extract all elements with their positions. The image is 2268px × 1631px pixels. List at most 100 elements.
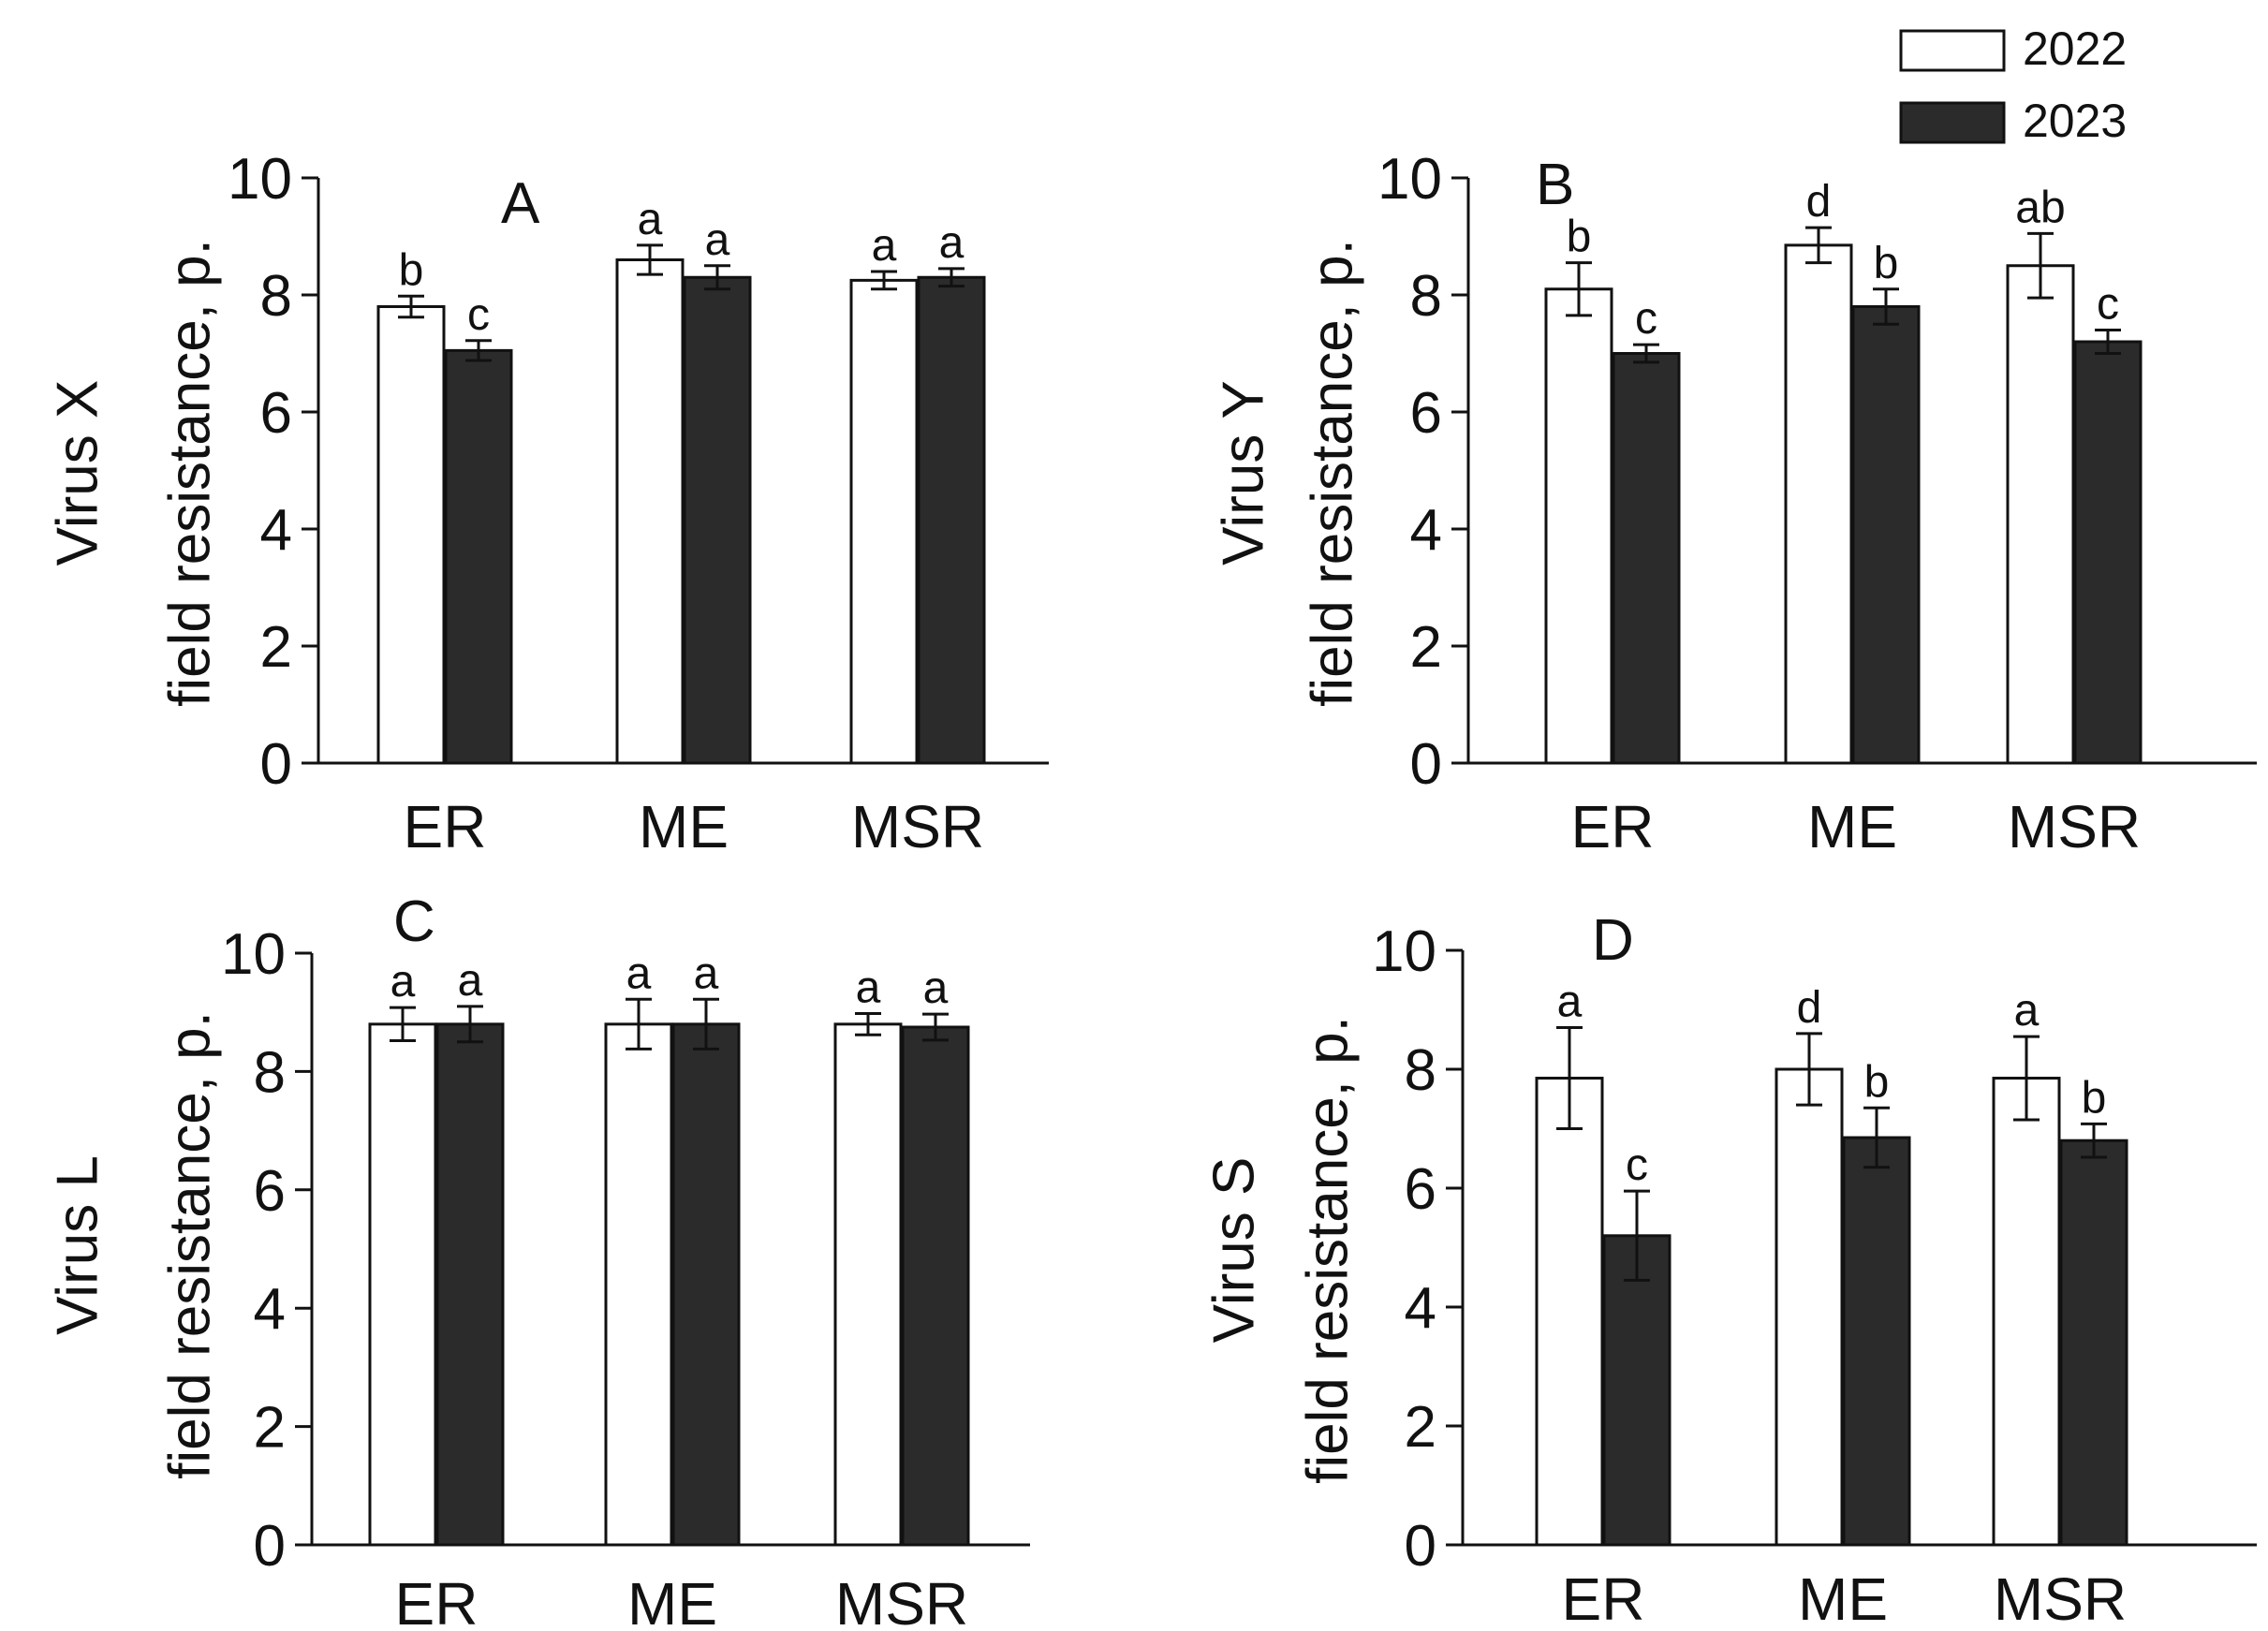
y-tick-label: 4 xyxy=(1405,1276,1436,1341)
bar-2022-me xyxy=(1775,1067,1844,1547)
y-tick-label: 0 xyxy=(1405,1514,1436,1579)
significance-letter: b xyxy=(1567,213,1592,262)
significance-letter: a xyxy=(1557,977,1583,1027)
legend-label-2023: 2023 xyxy=(2023,95,2127,147)
x-category-label: ME xyxy=(1807,793,1897,860)
bar-2022-msr xyxy=(2006,264,2075,765)
bar-2023-msr xyxy=(2073,340,2143,765)
y-tick-label: 6 xyxy=(254,1159,286,1224)
y-axis-title-line1: Virus S xyxy=(1201,1157,1266,1344)
panel-label: B xyxy=(1536,153,1574,217)
bar-2023-msr xyxy=(917,275,986,765)
bar-2022-er xyxy=(368,1022,437,1547)
significance-letter: a xyxy=(458,956,483,1006)
significance-letter: a xyxy=(390,957,416,1007)
y-tick-label: 8 xyxy=(260,264,292,329)
x-category-label: ER xyxy=(1571,793,1655,860)
y-axis-title-line2: field resistance, p. xyxy=(157,1011,222,1479)
y-tick-label: 2 xyxy=(260,615,292,680)
y-tick-label: 0 xyxy=(254,1514,286,1579)
significance-letter: a xyxy=(872,221,897,271)
x-category-label: MSR xyxy=(851,793,984,860)
bar-2022-msr xyxy=(1992,1077,2061,1547)
significance-letter: b xyxy=(399,245,424,295)
bar-2023-msr xyxy=(2059,1139,2128,1547)
y-tick-label: 10 xyxy=(228,147,292,212)
significance-letter: c xyxy=(467,290,490,340)
panel-label: C xyxy=(393,889,435,954)
bar-2022-er xyxy=(1535,1077,1604,1547)
significance-letter: b xyxy=(2082,1073,2107,1123)
bar-2023-msr xyxy=(901,1025,970,1547)
y-tick-label: 4 xyxy=(260,498,292,563)
y-tick-label: 10 xyxy=(1377,147,1442,212)
y-axis-title-line1: Virus L xyxy=(45,1155,110,1335)
significance-letter: d xyxy=(1797,983,1822,1033)
x-category-label: ME xyxy=(627,1570,717,1631)
y-tick-label: 8 xyxy=(254,1040,286,1105)
y-tick-label: 2 xyxy=(254,1396,286,1461)
x-category-label: MSR xyxy=(835,1570,968,1631)
y-axis-title-line2: field resistance, p. xyxy=(157,239,222,707)
bar-2023-er xyxy=(444,348,513,765)
x-category-label: ER xyxy=(1562,1565,1645,1631)
significance-letter: ab xyxy=(2015,183,2065,232)
y-tick-label: 6 xyxy=(1405,1157,1436,1222)
y-tick-label: 8 xyxy=(1405,1038,1436,1103)
bar-2022-msr xyxy=(849,278,919,765)
y-axis-title-line1: Virus X xyxy=(45,380,110,566)
y-tick-label: 0 xyxy=(1410,732,1442,797)
significance-letter: a xyxy=(923,963,949,1013)
bar-2023-er xyxy=(1602,1234,1672,1547)
x-category-label: ME xyxy=(639,793,729,860)
x-category-label: ER xyxy=(395,1570,479,1631)
legend-swatch-2023 xyxy=(1899,101,2006,144)
legend-swatch-2022 xyxy=(1899,29,2006,72)
bar-2022-me xyxy=(615,258,685,765)
significance-letter: c xyxy=(1635,294,1657,344)
bar-2022-er xyxy=(376,305,446,765)
bar-2023-me xyxy=(683,275,752,765)
y-axis-title-line2: field resistance, p. xyxy=(1300,239,1364,707)
x-category-label: MSR xyxy=(1994,1565,2127,1631)
significance-letter: a xyxy=(638,195,663,244)
significance-letter: a xyxy=(2014,986,2040,1036)
bar-2023-me xyxy=(1851,305,1921,765)
y-axis-title-line1: Virus Y xyxy=(1211,380,1275,566)
panel-label: A xyxy=(501,171,540,236)
y-tick-label: 6 xyxy=(1410,381,1442,446)
y-tick-label: 10 xyxy=(1372,919,1436,984)
panel-d: 0 2 4 6 8 10 Virus S field resistance, p. Da c ER d… xyxy=(1201,908,2257,1631)
legend: 2022 2023 xyxy=(1899,22,2127,147)
bar-2023-me xyxy=(671,1022,741,1547)
significance-letter: a xyxy=(694,948,719,998)
y-tick-label: 8 xyxy=(1410,264,1442,329)
y-tick-label: 4 xyxy=(254,1277,286,1342)
y-tick-label: 2 xyxy=(1410,615,1442,680)
legend-label-2022: 2022 xyxy=(2023,22,2127,75)
bar-2023-er xyxy=(435,1022,505,1547)
bar-2022-er xyxy=(1544,287,1613,765)
panel-a: 0 2 4 6 8 10 Virus X field resistance, p. Abc ER a… xyxy=(45,147,1049,860)
y-tick-label: 2 xyxy=(1405,1395,1436,1460)
y-tick-label: 4 xyxy=(1410,498,1442,563)
bar-2023-er xyxy=(1612,352,1681,765)
bar-2022-me xyxy=(1784,243,1853,765)
x-category-label: ER xyxy=(404,793,487,860)
bar-2023-me xyxy=(1842,1136,1911,1547)
significance-letter: c xyxy=(1626,1140,1648,1190)
significance-letter: b xyxy=(1874,239,1899,288)
y-tick-label: 0 xyxy=(260,732,292,797)
x-category-label: MSR xyxy=(2008,793,2141,860)
significance-letter: a xyxy=(939,218,965,268)
bar-2022-msr xyxy=(833,1022,903,1547)
panel-label: D xyxy=(1592,908,1634,973)
x-category-label: ME xyxy=(1798,1565,1888,1631)
y-axis-title-line2: field resistance, p. xyxy=(1295,1016,1360,1484)
bar-2022-me xyxy=(604,1022,673,1547)
significance-letter: c xyxy=(2097,280,2119,330)
